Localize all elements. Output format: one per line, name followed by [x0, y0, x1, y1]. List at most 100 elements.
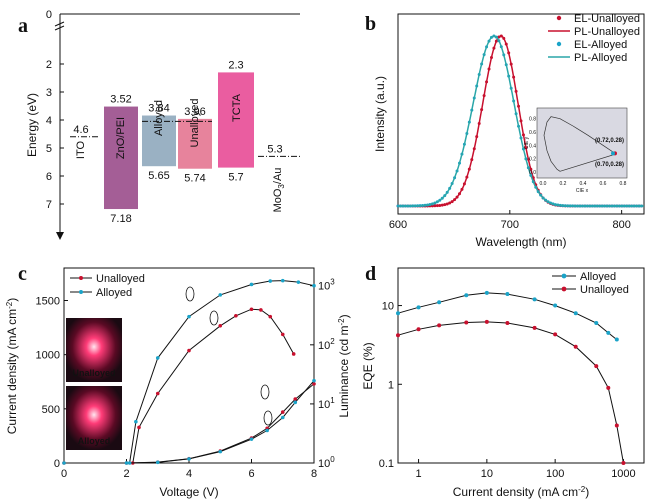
layer-znopei-name: ZnO/PEI [115, 117, 127, 159]
panel-c-alloyed-current-point [280, 415, 285, 420]
panel-d-unalloyed-point [621, 461, 626, 465]
device-photo-label: Alloyed [78, 436, 111, 446]
layer-unalloyed-top-value: 3.96 [184, 106, 205, 118]
panel-b-legend-label: PL-Alloyed [574, 52, 627, 64]
panel-b-xtick-label: 600 [389, 219, 407, 231]
panel-c-y2tick-label: 101 [318, 396, 335, 411]
panel-c-y2label-sup: -2 [337, 318, 346, 326]
panel-a-ytick: 3 [46, 87, 52, 99]
panel-d-unalloyed-point [464, 320, 469, 325]
panel-c-y2tick-label: 103 [318, 278, 335, 293]
layer-unalloyed-bottom-value: 5.74 [184, 173, 205, 185]
panel-d-xlabel-end: ) [585, 485, 589, 499]
panel-c-unalloyed-luminance-point [259, 308, 263, 312]
panel-b-legend-swatch [556, 41, 562, 47]
layer-tcta-name: TCTA [231, 93, 243, 122]
cie-locus [543, 116, 617, 172]
panel-d-legend-label: Alloyed [580, 271, 616, 283]
panel-d-unalloyed-point [505, 321, 510, 326]
panel-d-unalloyed-point [614, 423, 619, 428]
panel-c-ylabel-end: ) [5, 298, 19, 302]
panel-d-frame [397, 267, 645, 464]
cie-point-label: (0.70,0.28) [595, 162, 624, 168]
panel-d-alloyed-point [416, 305, 421, 310]
panel-c-legend-label: Alloyed [96, 287, 132, 299]
layer-unalloyed-name: Unalloyed [189, 99, 201, 148]
panel-a-ytick: 6 [46, 171, 52, 183]
panel-c-alloyed-luminance-point [249, 282, 254, 287]
panel-c-alloyed-luminance-point [127, 461, 132, 465]
panel-c-y2label-text: Luminance (cd m [337, 326, 351, 418]
panel-c-unalloyed-luminance-point [218, 323, 223, 328]
panel-c-ylabel-text: Current density (mA cm [5, 309, 19, 434]
panel-c-unalloyed-luminance-point [280, 332, 285, 337]
layer-unalloyed-bar [178, 118, 212, 169]
panel-d-xlabel-sup: -2 [578, 485, 586, 494]
panel-b-pl-alloyed-line [398, 35, 644, 207]
panel-label-b: b [365, 13, 376, 35]
panel-a-tick-0: 0 [46, 9, 52, 21]
layer-moo3-au-value: 5.3 [267, 143, 282, 155]
layer-tcta-bottom-value: 5.7 [228, 172, 243, 184]
panel-d-alloyed-line [397, 292, 618, 340]
cie-xtick: 0.4 [580, 181, 587, 187]
panel-c-unalloyed-luminance-point [155, 391, 160, 396]
layer-zno-pei-bar [104, 106, 138, 210]
panel-c-unalloyed-current-point [280, 410, 285, 414]
panel-c-unalloyed-luminance-point [291, 352, 296, 356]
panel-c-alloyed-current-point [218, 449, 223, 454]
cie-xtick: 0.2 [560, 181, 567, 187]
panel-d-unalloyed-point [573, 344, 578, 349]
panel-c-alloyed-current-point [312, 378, 316, 383]
panel-d-xtick-label: 1000 [611, 468, 635, 480]
cie-inset-box [536, 107, 628, 179]
layer-ito-value: 4.6 [73, 124, 88, 136]
panel-d-unalloyed-point [396, 333, 400, 338]
panel-c-xtick-label: 0 [61, 468, 67, 480]
panel-c-y2tick-base: 10 [318, 340, 330, 352]
panel-c-unalloyed-luminance-point [249, 307, 254, 312]
layer-moo3-au-name-sub: 3 [277, 184, 286, 189]
panel-c-ytick-label: 0 [54, 458, 60, 470]
panel-c-alloyed-current-point [249, 437, 254, 441]
panel-a-axis-break [54, 21, 65, 31]
panel-label-c: c [18, 263, 27, 285]
panel-c-ylabel: Current density (mA cm-2) [5, 298, 19, 435]
panel-b-spectra: Wavelength (nm) Intensity (a.u.) 600 700 8… [373, 13, 645, 249]
panel-b-xtick-label: 700 [501, 219, 519, 231]
cie-ytick: 0.0 [529, 170, 536, 176]
panel-c-y2tick-base: 10 [318, 458, 330, 470]
cie-ytick: 0.4 [529, 143, 536, 149]
panel-c-unalloyed-luminance-point [234, 313, 238, 318]
panel-c-device-photos: Unalloyed Alloyed [66, 318, 122, 450]
cie-xlabel: CIE x [576, 188, 589, 194]
panel-d-alloyed-point [594, 321, 599, 326]
cie-point-label: (0.72,0.28) [595, 138, 624, 144]
panel-c-alloyed-current-point [265, 428, 269, 433]
panel-b-xtick-label: 800 [612, 219, 630, 231]
panel-c-alloyed-current-point [293, 400, 298, 405]
panel-d-unalloyed-point [594, 364, 599, 369]
layer-moo3-au-name-a: MoO [272, 188, 284, 212]
panel-d-alloyed-point [437, 300, 442, 305]
panel-d-unalloyed-point [532, 325, 537, 330]
panel-d-legend-label: Unalloyed [580, 284, 629, 296]
panel-c-y2tick-exp: 3 [330, 278, 335, 287]
cie-ylabel: CIE y [524, 136, 530, 149]
panel-label-d: d [365, 263, 376, 285]
panel-c-xtick-label: 8 [311, 468, 317, 480]
layer-tcta-bar [218, 72, 254, 168]
panel-d-alloyed-point [553, 303, 558, 308]
panel-d-unalloyed-point [484, 319, 489, 324]
panel-c-unalloyed-current-point [312, 382, 316, 386]
panel-c-alloyed-luminance-point [134, 419, 138, 424]
panel-d-unalloyed-point [553, 332, 558, 337]
device-photo [66, 386, 122, 450]
device-photo [66, 318, 122, 382]
cie-xtick: 0.6 [600, 181, 607, 187]
panel-b-legend-label: PL-Unalloyed [574, 26, 640, 38]
panel-c-xtick-label: 2 [123, 468, 129, 480]
panel-d-unalloyed-line [397, 321, 624, 464]
